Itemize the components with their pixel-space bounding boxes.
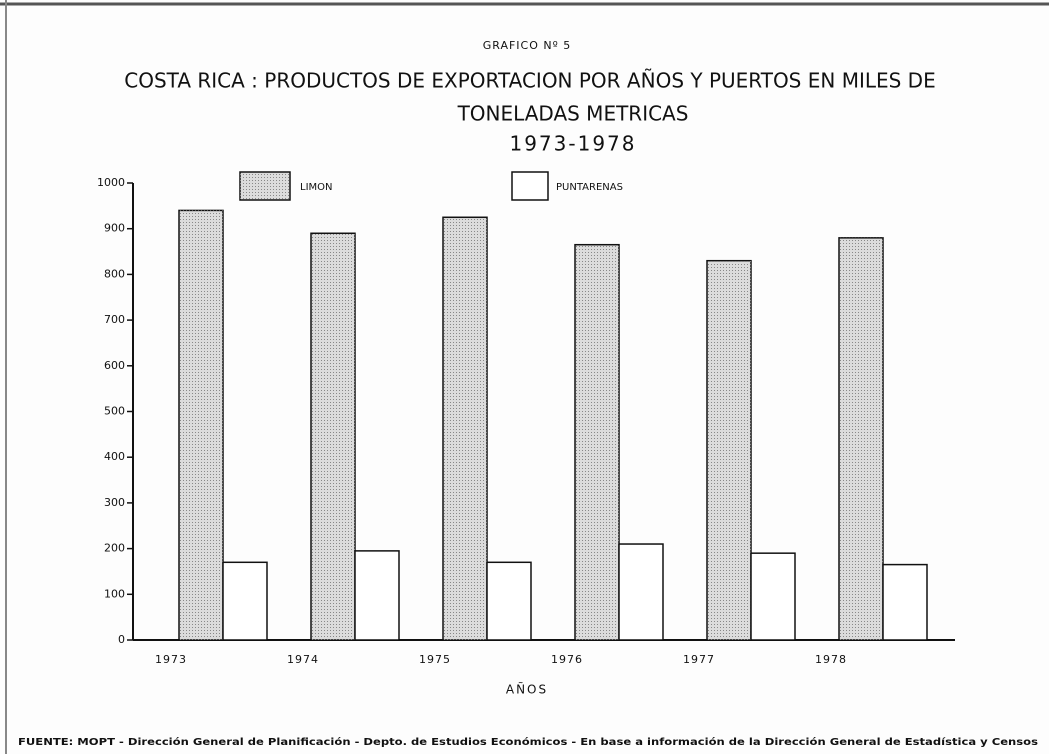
chart-title: TONELADAS METRICAS <box>457 102 689 126</box>
x-tick-label: 1973 <box>155 653 187 666</box>
y-tick-label: 400 <box>104 450 125 463</box>
legend-label: LIMON <box>300 182 333 193</box>
x-tick-label: 1976 <box>551 653 583 666</box>
legend-label: PUNTARENAS <box>556 182 623 193</box>
legend-swatch <box>511 171 549 201</box>
x-tick-label: 1977 <box>683 653 715 666</box>
x-tick-label: 1978 <box>815 653 847 666</box>
bar-texture <box>311 233 355 640</box>
bar <box>222 561 268 641</box>
chart-title: COSTA RICA : PRODUCTOS DE EXPORTACION PO… <box>124 69 935 93</box>
bar <box>750 552 796 641</box>
y-tick-label: 100 <box>104 587 125 600</box>
figure-label: GRAFICO Nº 5 <box>483 39 572 52</box>
y-tick-label: 800 <box>104 267 125 280</box>
y-tick-label: 500 <box>104 405 125 418</box>
y-tick-label: 0 <box>118 633 125 646</box>
bar-texture <box>707 260 751 640</box>
bar-texture <box>179 210 223 641</box>
y-tick-label: 700 <box>104 313 125 326</box>
x-axis-label: AÑOS <box>506 682 548 697</box>
x-tick-label: 1974 <box>287 653 319 666</box>
y-tick-label: 600 <box>104 359 125 372</box>
bar-texture <box>575 244 619 640</box>
bar <box>486 561 532 641</box>
chart-subtitle: 1973-1978 <box>509 132 636 156</box>
source-note: FUENTE: MOPT - Dirección General de Plan… <box>18 736 1038 748</box>
y-tick-label: 300 <box>104 496 125 509</box>
y-tick-label: 900 <box>104 222 125 235</box>
bar-texture <box>443 217 487 640</box>
y-tick-label: 200 <box>104 542 125 555</box>
y-tick-label: 1000 <box>97 176 125 189</box>
bar <box>618 543 664 641</box>
bar-texture <box>839 237 883 640</box>
legend-swatch-texture <box>240 172 290 200</box>
x-tick-label: 1975 <box>419 653 451 666</box>
bar <box>882 563 928 641</box>
bar <box>354 550 400 641</box>
